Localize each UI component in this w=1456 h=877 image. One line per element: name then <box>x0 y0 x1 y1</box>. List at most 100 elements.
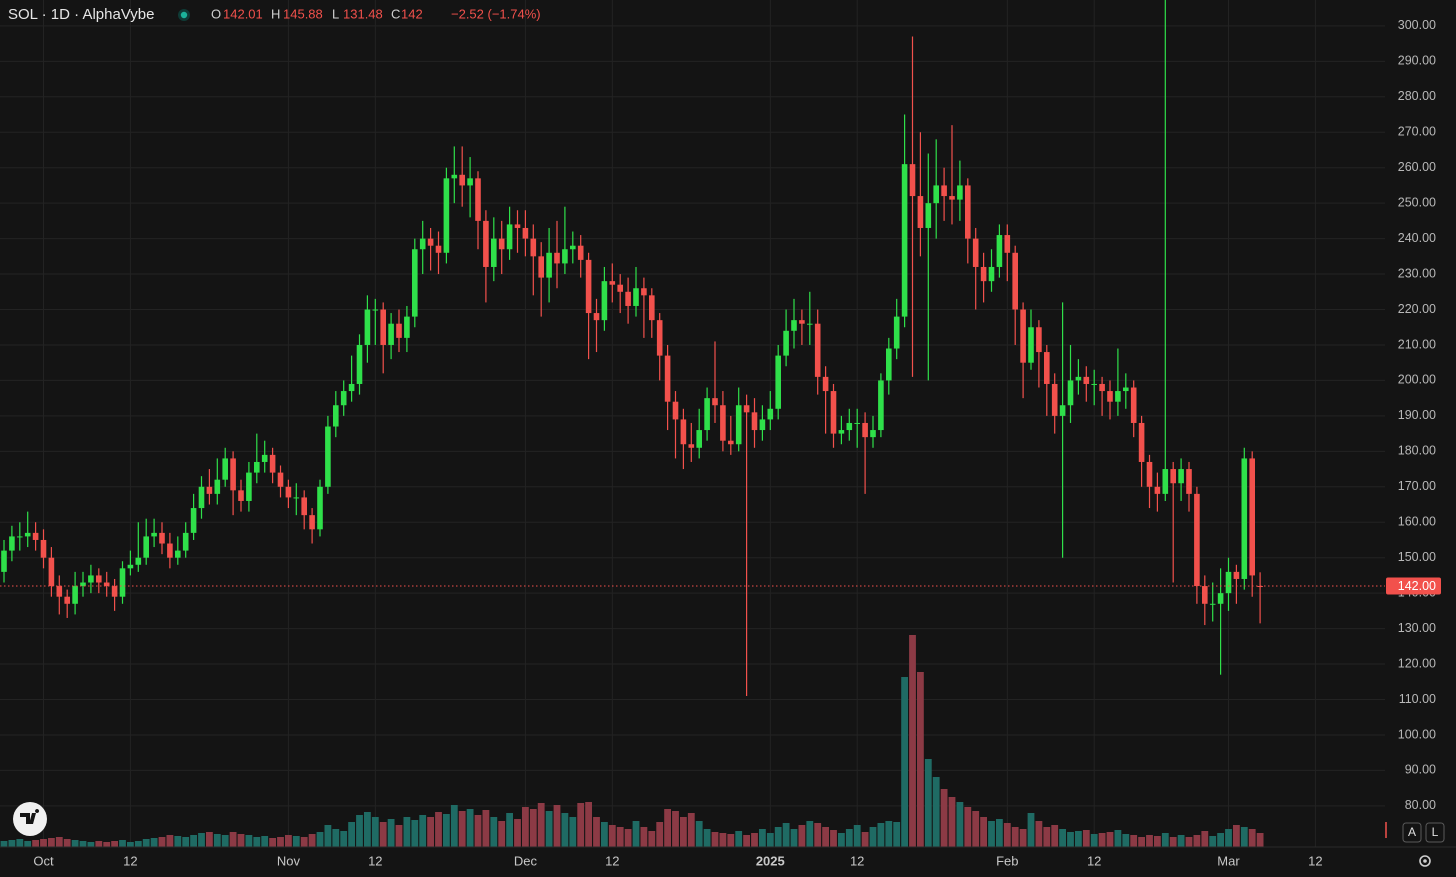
volume-bar <box>443 814 450 847</box>
candle-body <box>1083 376 1090 384</box>
volume-bar <box>1114 830 1122 847</box>
volume-bar <box>364 812 371 847</box>
candle-body <box>269 454 276 473</box>
volume-bar <box>450 805 458 847</box>
candle-body <box>965 185 971 239</box>
volume-bar <box>411 820 419 847</box>
candle-body <box>917 196 924 228</box>
volume-bar <box>529 809 537 847</box>
last-price-label: 142.00 <box>1398 579 1436 593</box>
candle-body <box>743 405 750 413</box>
candle-body <box>380 309 386 345</box>
candle-body <box>846 422 853 431</box>
candle-body <box>664 355 671 402</box>
volume-bar <box>506 813 513 847</box>
candle-body <box>135 557 142 565</box>
volume-bar <box>16 839 24 847</box>
volume-bar <box>498 821 506 847</box>
volume-bar <box>822 827 829 847</box>
volume-bar <box>213 834 221 847</box>
y-tick-label: 160.00 <box>1398 515 1436 529</box>
scale-button[interactable] <box>1425 822 1445 843</box>
candle-body <box>419 238 426 250</box>
volume-bar <box>545 811 553 847</box>
candle-body <box>767 408 774 420</box>
candle-body <box>72 586 78 604</box>
candle-body <box>427 238 434 246</box>
candle-body <box>467 178 473 186</box>
x-tick-label: Feb <box>996 853 1018 868</box>
volume-bar <box>853 825 861 847</box>
candle-body <box>151 532 157 537</box>
volume-bar <box>569 817 577 847</box>
volume-bar <box>182 837 190 847</box>
volume-bar <box>680 817 687 847</box>
volume-bar <box>1003 823 1011 847</box>
volume-bar <box>585 802 592 847</box>
volume-bar <box>371 817 379 847</box>
candle-body <box>577 245 584 260</box>
candle-body <box>1138 422 1145 462</box>
y-tick-label: 150.00 <box>1398 550 1436 564</box>
volume-bar <box>395 825 403 847</box>
volume-bar <box>1240 827 1248 847</box>
volume-bar <box>806 821 814 847</box>
volume-bar <box>735 831 743 847</box>
volume-bar <box>830 830 837 847</box>
x-tick-label: Oct <box>33 853 54 868</box>
candle-body <box>1162 469 1169 494</box>
candle-body <box>562 249 568 264</box>
settings-icon[interactable] <box>1419 855 1431 867</box>
candle-body <box>285 486 292 498</box>
candle-body <box>40 539 47 558</box>
candle-body <box>538 256 544 278</box>
candle-body <box>435 245 442 253</box>
volume-bar <box>356 815 363 847</box>
candle-body <box>554 252 560 264</box>
volume-bar <box>48 838 55 847</box>
volume-bar <box>95 841 103 847</box>
candle-body <box>799 320 805 324</box>
volume-bar <box>877 823 885 847</box>
volume-bar <box>514 819 521 847</box>
volume-bar <box>474 815 482 847</box>
y-tick-label: 260.00 <box>1398 160 1436 174</box>
volume-bar <box>63 839 71 847</box>
candle-body <box>1170 469 1176 484</box>
candle-body <box>1044 352 1050 384</box>
volume-bar <box>292 836 300 847</box>
x-tick-label: 2025 <box>756 853 785 868</box>
legend-value: 145.88 <box>283 6 323 21</box>
candle-body <box>222 458 228 480</box>
volume-bar <box>127 842 134 847</box>
candle-body <box>933 185 939 204</box>
volume-bar <box>1059 829 1066 847</box>
legend-value: 142 <box>401 6 423 21</box>
candle-body <box>680 419 687 445</box>
y-tick-label: 300.00 <box>1398 18 1436 32</box>
volume-bar <box>553 805 561 847</box>
volume-bar <box>972 811 980 847</box>
change: −2.52 (−1.74%) <box>451 6 541 21</box>
volume-bar <box>814 823 822 847</box>
volume-bar <box>71 840 79 847</box>
candle-body <box>672 401 679 420</box>
y-tick-label: 180.00 <box>1398 444 1436 458</box>
candle-body <box>1051 383 1058 416</box>
candle-body <box>949 196 955 200</box>
chart-title: SOL · 1D · AlphaVybe <box>8 6 154 23</box>
candle-body <box>593 313 600 321</box>
candle-body <box>909 164 916 197</box>
candle-body <box>807 323 813 325</box>
x-tick-label: 12 <box>605 853 619 868</box>
volume-bar <box>435 812 442 847</box>
candle-body <box>1059 405 1066 416</box>
candle-body <box>277 472 284 487</box>
last-price-box <box>1386 577 1441 595</box>
candle-body <box>925 203 932 228</box>
candle-body <box>309 515 315 530</box>
scale-button[interactable] <box>1402 822 1422 843</box>
volume-bar <box>1098 833 1106 847</box>
candle-body <box>1194 493 1200 587</box>
